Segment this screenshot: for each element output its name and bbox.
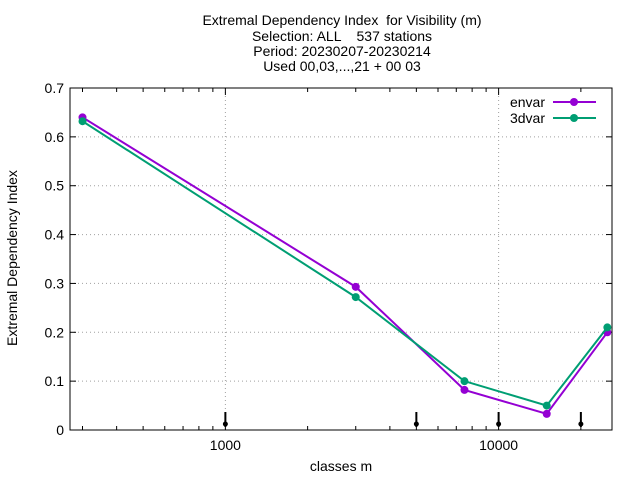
data-point-3dvar	[460, 377, 469, 386]
series-line-envar	[81, 116, 609, 416]
legend-label-3dvar: 3dvar	[510, 110, 545, 126]
chart-title-line-2: Selection: ALL 537 stations	[251, 28, 433, 44]
data-point-3dvar	[78, 117, 87, 126]
y-tick-label: 0.2	[45, 324, 65, 340]
data-point-envar	[351, 282, 360, 291]
chart-title-line-1: Extremal Dependency Index for Visibility…	[202, 12, 482, 28]
chart-title-line-4: Used 00,03,...,21 + 00 03	[263, 58, 421, 74]
series-line-3dvar	[81, 120, 609, 407]
x-tick-label: 1000	[210, 437, 241, 453]
y-tick-label: 0.5	[45, 178, 65, 194]
x-tick-label: 10000	[479, 437, 518, 453]
class-marker-dot	[496, 421, 502, 427]
class-marker-dot	[413, 421, 419, 427]
legend-marker-envar	[570, 98, 578, 106]
y-tick-label: 0.4	[45, 227, 65, 243]
class-marker-dot	[222, 421, 228, 427]
data-point-envar	[542, 409, 551, 418]
y-tick-label: 0.6	[45, 129, 65, 145]
data-point-3dvar	[542, 401, 551, 410]
data-point-envar	[460, 385, 469, 394]
y-tick-label: 0	[56, 422, 64, 438]
legend-label-envar: envar	[510, 94, 545, 110]
y-tick-label: 0.1	[45, 373, 65, 389]
y-tick-label: 0.7	[45, 80, 65, 96]
chart-title-line-3: Period: 20230207-20230214	[253, 43, 431, 59]
plot-frame	[69, 87, 613, 431]
class-marker-dot	[578, 421, 584, 427]
data-point-3dvar	[603, 323, 612, 332]
x-axis-label: classes m	[309, 458, 373, 474]
y-tick-label: 0.3	[45, 275, 65, 291]
data-point-3dvar	[351, 293, 360, 302]
legend-marker-3dvar	[570, 114, 578, 122]
